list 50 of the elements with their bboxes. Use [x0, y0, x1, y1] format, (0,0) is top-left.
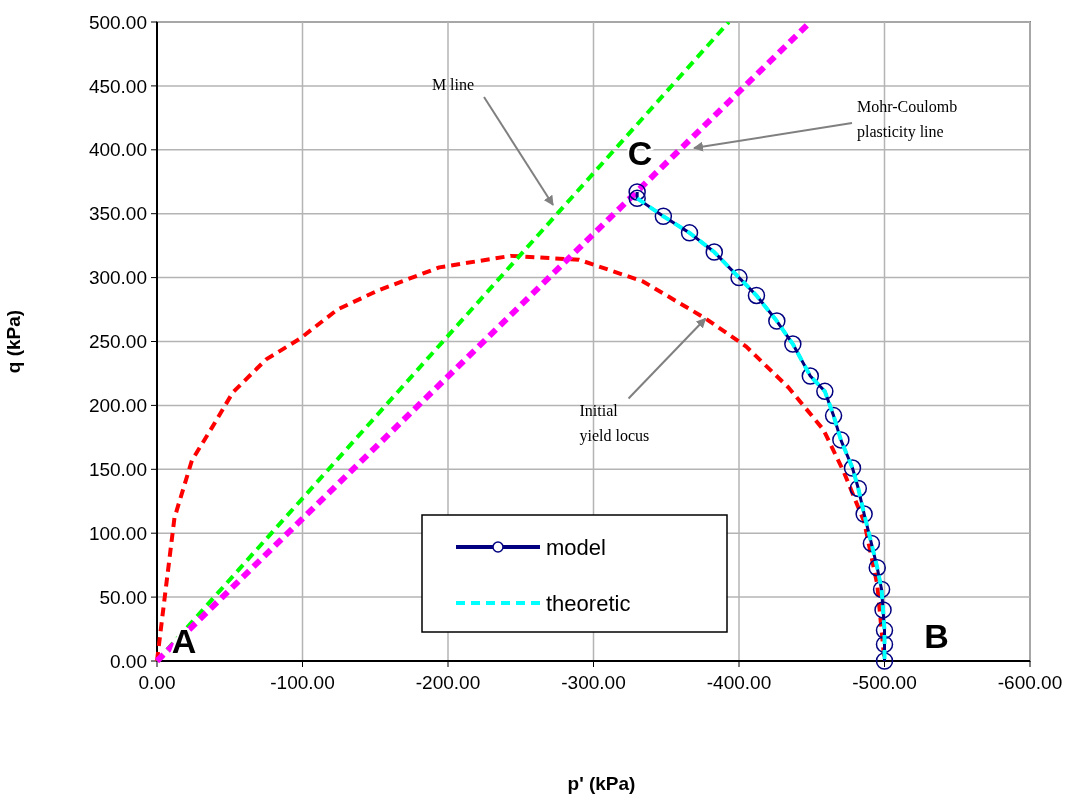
point — [654, 207, 673, 226]
x-tick-label: -300.00 — [561, 672, 626, 693]
point — [824, 406, 843, 425]
point — [628, 183, 646, 201]
y-tick-label: 400.00 — [88, 139, 147, 161]
y-tick-label: 150.00 — [88, 458, 147, 480]
y-tick-label: 100.00 — [88, 522, 147, 544]
annotation: Initial yield locus — [579, 402, 650, 446]
annotation: B — [924, 617, 949, 655]
y-tick-label: 0.00 — [110, 650, 147, 672]
x-tick-label: -100.00 — [270, 672, 335, 693]
annotation: C — [627, 133, 653, 172]
point — [872, 580, 891, 599]
legend-label: theoretic — [546, 590, 631, 616]
point — [730, 268, 748, 287]
x-tick-label: -600.00 — [997, 672, 1063, 693]
annotation: M line — [431, 76, 475, 93]
y-tick-label: 250.00 — [88, 331, 147, 353]
y-tick-label: 500.00 — [88, 11, 147, 33]
x-axis-title: p' (kPa) — [567, 773, 636, 794]
y-tick-label: 350.00 — [88, 203, 147, 225]
y-tick-label: 200.00 — [88, 395, 147, 417]
point — [855, 505, 873, 523]
point — [801, 367, 820, 385]
x-tick-label: -500.00 — [852, 672, 917, 693]
point — [875, 652, 894, 670]
point — [628, 189, 646, 208]
point — [816, 382, 834, 401]
point — [747, 286, 766, 305]
point — [784, 335, 802, 353]
point — [680, 224, 699, 242]
point — [862, 534, 881, 553]
y-tick-label: 50.00 — [99, 586, 147, 608]
y-axis-title: q (kPa) — [3, 309, 24, 374]
x-tick-label: -200.00 — [415, 672, 481, 693]
y-tick-label: 450.00 — [88, 75, 147, 97]
point — [832, 431, 850, 449]
point — [849, 479, 868, 498]
y-tick-label: 300.00 — [88, 267, 147, 289]
point — [705, 243, 724, 261]
annotation: Mohr-Coulomb plasticity line — [857, 98, 958, 141]
point — [875, 621, 894, 640]
x-tick-label: -400.00 — [706, 672, 772, 693]
point — [875, 635, 894, 654]
point — [843, 459, 862, 477]
x-tick-label: 0.00 — [138, 672, 176, 693]
point — [868, 558, 886, 577]
point — [874, 601, 892, 619]
point — [768, 312, 786, 330]
legend-label: model — [546, 534, 606, 560]
